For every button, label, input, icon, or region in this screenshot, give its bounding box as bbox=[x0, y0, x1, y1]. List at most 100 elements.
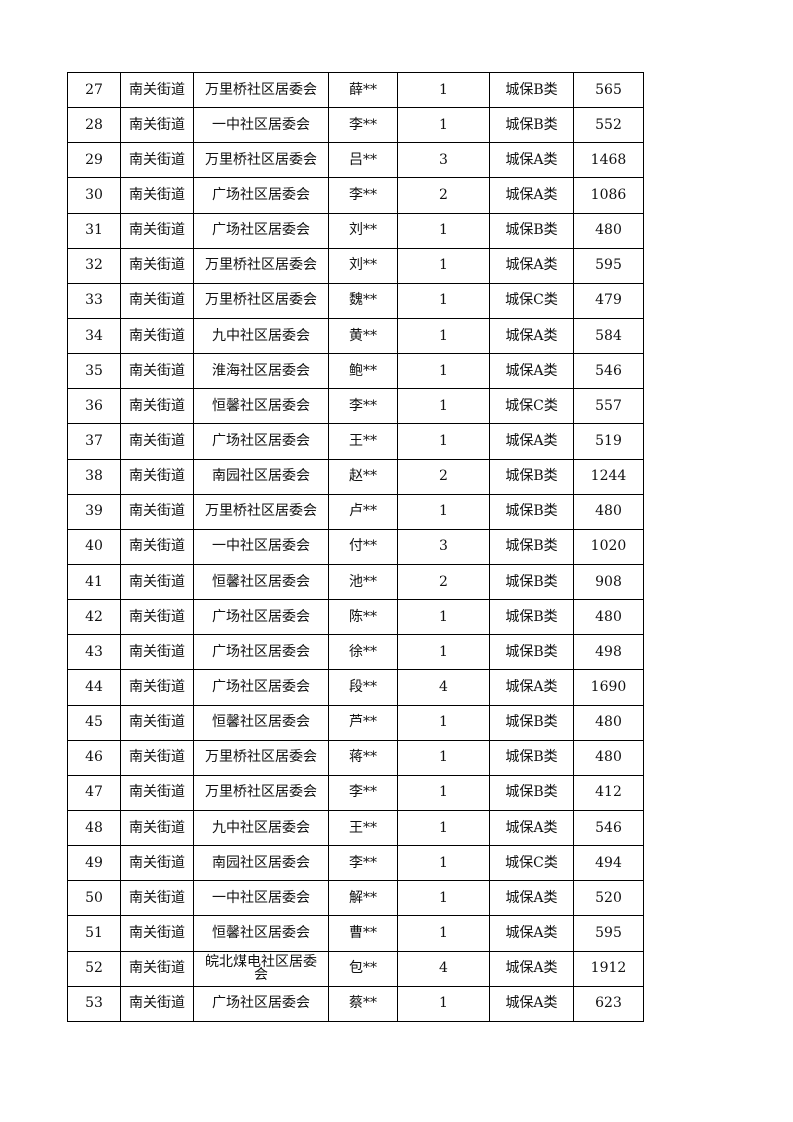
cell-amount: 498 bbox=[573, 634, 644, 671]
cell-street: 南关街道 bbox=[120, 985, 194, 1022]
cell-name: 王** bbox=[328, 423, 398, 460]
cell-count: 1 bbox=[397, 809, 490, 847]
cell-amount: 557 bbox=[573, 388, 644, 425]
cell-name: 李** bbox=[328, 845, 398, 882]
cell-count: 1 bbox=[397, 247, 490, 284]
cell-index: 53 bbox=[67, 985, 121, 1022]
cell-amount: 480 bbox=[573, 212, 644, 249]
cell-name: 刘** bbox=[328, 212, 398, 249]
cell-count: 2 bbox=[397, 177, 490, 214]
cell-name: 李** bbox=[328, 388, 398, 425]
cell-category: 城保A类 bbox=[489, 809, 574, 847]
cell-count: 3 bbox=[397, 528, 490, 565]
cell-count: 2 bbox=[397, 563, 490, 601]
table-row: 44 南关街道 广场社区居委会 段** 4 城保A类 1690 bbox=[67, 669, 644, 706]
cell-category: 城保B类 bbox=[489, 458, 574, 495]
cell-community: 恒馨社区居委会 bbox=[193, 563, 329, 601]
cell-count: 1 bbox=[397, 634, 490, 671]
cell-index: 44 bbox=[67, 669, 121, 706]
cell-amount: 519 bbox=[573, 423, 644, 460]
cell-street: 南关街道 bbox=[120, 669, 194, 706]
cell-count: 1 bbox=[397, 388, 490, 425]
cell-count: 1 bbox=[397, 985, 490, 1022]
cell-index: 40 bbox=[67, 528, 121, 565]
cell-community: 淮海社区居委会 bbox=[193, 353, 329, 390]
cell-street: 南关街道 bbox=[120, 739, 194, 776]
cell-street: 南关街道 bbox=[120, 423, 194, 460]
table-row: 35 南关街道 淮海社区居委会 鲍** 1 城保A类 546 bbox=[67, 353, 644, 390]
cell-count: 3 bbox=[397, 142, 490, 179]
cell-community: 恒馨社区居委会 bbox=[193, 704, 329, 741]
cell-street: 南关街道 bbox=[120, 774, 194, 811]
table-body: 27 南关街道 万里桥社区居委会 薛** 1 城保B类 565 28 南关街道 一中社区居委会 李*… bbox=[67, 71, 644, 1022]
cell-amount: 479 bbox=[573, 282, 644, 319]
cell-name: 吕** bbox=[328, 142, 398, 179]
cell-amount: 595 bbox=[573, 915, 644, 952]
cell-street: 南关街道 bbox=[120, 247, 194, 284]
cell-index: 32 bbox=[67, 247, 121, 284]
cell-category: 城保A类 bbox=[489, 985, 574, 1022]
cell-community: 万里桥社区居委会 bbox=[193, 142, 329, 179]
cell-amount: 480 bbox=[573, 739, 644, 776]
cell-community: 南园社区居委会 bbox=[193, 458, 329, 495]
cell-category: 城保A类 bbox=[489, 317, 574, 355]
table-row: 50 南关街道 一中社区居委会 解** 1 城保A类 520 bbox=[67, 880, 644, 917]
table-row: 34 南关街道 九中社区居委会 黄** 1 城保A类 584 bbox=[67, 317, 644, 355]
cell-street: 南关街道 bbox=[120, 704, 194, 741]
cell-category: 城保A类 bbox=[489, 423, 574, 460]
cell-street: 南关街道 bbox=[120, 142, 194, 179]
table-row: 48 南关街道 九中社区居委会 王** 1 城保A类 546 bbox=[67, 809, 644, 847]
cell-index: 50 bbox=[67, 880, 121, 917]
cell-amount: 546 bbox=[573, 353, 644, 390]
cell-community: 一中社区居委会 bbox=[193, 528, 329, 565]
cell-count: 1 bbox=[397, 353, 490, 390]
table-row: 47 南关街道 万里桥社区居委会 李** 1 城保B类 412 bbox=[67, 774, 644, 811]
cell-category: 城保A类 bbox=[489, 247, 574, 284]
cell-community: 南园社区居委会 bbox=[193, 845, 329, 882]
cell-category: 城保B类 bbox=[489, 634, 574, 671]
cell-street: 南关街道 bbox=[120, 212, 194, 249]
cell-index: 27 bbox=[67, 71, 121, 109]
cell-community: 九中社区居委会 bbox=[193, 809, 329, 847]
cell-count: 1 bbox=[397, 212, 490, 249]
cell-community: 恒馨社区居委会 bbox=[193, 915, 329, 952]
table-row: 45 南关街道 恒馨社区居委会 芦** 1 城保B类 480 bbox=[67, 704, 644, 741]
table-row: 43 南关街道 广场社区居委会 徐** 1 城保B类 498 bbox=[67, 634, 644, 671]
cell-category: 城保B类 bbox=[489, 599, 574, 636]
cell-index: 49 bbox=[67, 845, 121, 882]
cell-count: 1 bbox=[397, 71, 490, 109]
table-row: 49 南关街道 南园社区居委会 李** 1 城保C类 494 bbox=[67, 845, 644, 882]
table-row: 46 南关街道 万里桥社区居委会 蒋** 1 城保B类 480 bbox=[67, 739, 644, 776]
cell-amount: 623 bbox=[573, 985, 644, 1022]
cell-index: 48 bbox=[67, 809, 121, 847]
cell-index: 28 bbox=[67, 107, 121, 144]
cell-community: 万里桥社区居委会 bbox=[193, 493, 329, 530]
cell-amount: 480 bbox=[573, 493, 644, 530]
cell-count: 1 bbox=[397, 282, 490, 319]
cell-community: 一中社区居委会 bbox=[193, 107, 329, 144]
cell-community: 广场社区居委会 bbox=[193, 177, 329, 214]
cell-amount: 908 bbox=[573, 563, 644, 601]
cell-index: 34 bbox=[67, 317, 121, 355]
cell-category: 城保B类 bbox=[489, 107, 574, 144]
cell-street: 南关街道 bbox=[120, 563, 194, 601]
cell-amount: 546 bbox=[573, 809, 644, 847]
cell-name: 赵** bbox=[328, 458, 398, 495]
cell-community: 一中社区居委会 bbox=[193, 880, 329, 917]
table-row: 36 南关街道 恒馨社区居委会 李** 1 城保C类 557 bbox=[67, 388, 644, 425]
cell-name: 蒋** bbox=[328, 739, 398, 776]
cell-name: 解** bbox=[328, 880, 398, 917]
cell-amount: 565 bbox=[573, 71, 644, 109]
table-row: 52 南关街道 皖北煤电社区居委会 包** 4 城保A类 1912 bbox=[67, 950, 644, 987]
cell-amount: 584 bbox=[573, 317, 644, 355]
cell-street: 南关街道 bbox=[120, 493, 194, 530]
cell-street: 南关街道 bbox=[120, 317, 194, 355]
cell-community: 广场社区居委会 bbox=[193, 985, 329, 1022]
cell-category: 城保A类 bbox=[489, 142, 574, 179]
cell-amount: 1690 bbox=[573, 669, 644, 706]
cell-category: 城保A类 bbox=[489, 880, 574, 917]
cell-category: 城保B类 bbox=[489, 212, 574, 249]
cell-street: 南关街道 bbox=[120, 107, 194, 144]
cell-category: 城保B类 bbox=[489, 71, 574, 109]
cell-category: 城保C类 bbox=[489, 388, 574, 425]
